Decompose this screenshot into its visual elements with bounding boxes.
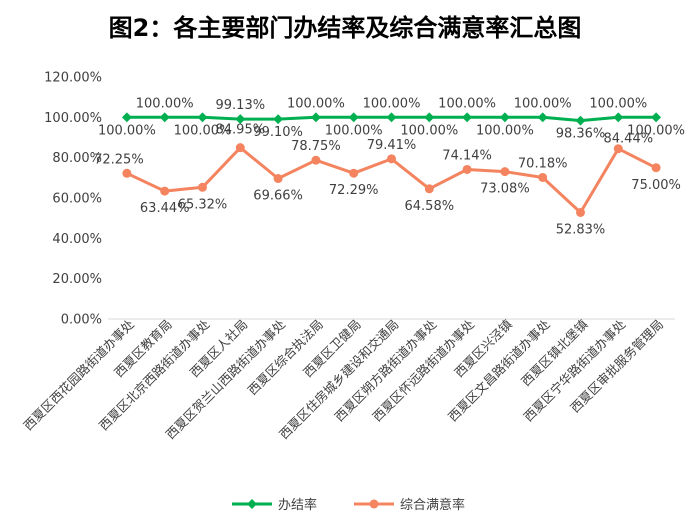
legend: 办结率 综合满意率 xyxy=(232,497,465,513)
satisfaction-rate-label: 52.83% xyxy=(556,222,606,237)
completion-rate-label: 100.00% xyxy=(136,96,194,111)
completion-rate-label: 100.00% xyxy=(400,123,458,138)
completion-rate-point xyxy=(386,112,397,123)
legend-satisfaction-label: 综合满意率 xyxy=(400,497,465,513)
satisfaction-rate-label: 72.29% xyxy=(329,183,379,198)
satisfaction-rate-label: 79.41% xyxy=(367,138,417,153)
satisfaction-rate-point xyxy=(576,207,585,217)
satisfaction-rate-point xyxy=(538,172,548,182)
satisfaction-rate-point xyxy=(160,186,170,196)
data-labels: 100.00% 100.00% 100.00% 99.13% 99.10% 100.00%… xyxy=(94,96,685,237)
completion-rate-point xyxy=(424,112,435,123)
completion-rate-label: 100.00% xyxy=(627,123,685,138)
y-tick-label: 60.00% xyxy=(52,192,102,207)
satisfaction-rate-point xyxy=(613,144,623,154)
y-tick-label: 100.00% xyxy=(44,111,102,126)
y-tick-label: 120.00% xyxy=(44,71,102,86)
satisfaction-rate-label: 78.75% xyxy=(291,139,341,154)
completion-rate-point xyxy=(613,112,624,123)
y-axis-ticks: 0.00% 20.00% 40.00% 60.00% 80.00% 100.00% 120.… xyxy=(44,71,102,328)
satisfaction-rate-point xyxy=(387,154,396,164)
satisfaction-rate-point xyxy=(198,182,207,192)
y-tick-label: 80.00% xyxy=(52,151,102,166)
x-category-label: 西夏区镇北堡镇 xyxy=(518,317,590,389)
satisfaction-rate-label: 69.66% xyxy=(253,189,303,204)
y-tick-label: 40.00% xyxy=(52,232,102,247)
completion-rate-label: 100.00% xyxy=(98,123,156,138)
completion-rate-label: 100.00% xyxy=(476,123,534,138)
completion-rate-label: 98.36% xyxy=(556,127,606,142)
completion-rate-label: 100.00% xyxy=(363,96,421,111)
completion-rate-point xyxy=(235,114,246,125)
satisfaction-rate-label: 75.00% xyxy=(631,178,681,193)
completion-rate-label: 100.00% xyxy=(589,96,647,111)
satisfaction-rate-point xyxy=(273,174,283,184)
satisfaction-rate-point xyxy=(122,168,132,178)
satisfaction-rate-point xyxy=(500,167,510,177)
completion-rate-label: 100.00% xyxy=(174,123,232,138)
legend-completion-label: 办结率 xyxy=(278,497,317,513)
satisfaction-rate-label: 63.44% xyxy=(140,201,190,216)
satisfaction-rate-point xyxy=(349,168,359,178)
completion-rate-label: 99.13% xyxy=(216,98,266,113)
satisfaction-rate-label: 64.58% xyxy=(405,199,455,214)
satisfaction-rate-label: 73.08% xyxy=(480,182,530,197)
series-layer xyxy=(121,112,662,217)
completion-rate-label: 100.00% xyxy=(325,123,383,138)
completion-rate-label: 100.00% xyxy=(287,96,345,111)
satisfaction-rate-label: 70.18% xyxy=(518,156,568,171)
satisfaction-rate-point xyxy=(462,164,472,174)
satisfaction-rate-label: 72.25% xyxy=(94,152,144,167)
completion-rate-point xyxy=(499,112,510,123)
completion-rate-point xyxy=(575,115,586,126)
x-axis-categories: 西夏区西花园路街道办事处西夏区教育局西夏区北京西路街道办事处西夏区人社局西夏区贺… xyxy=(20,316,666,442)
completion-rate-point xyxy=(310,112,321,123)
completion-rate-point xyxy=(651,112,662,123)
completion-rate-point xyxy=(537,112,548,123)
satisfaction-rate-label: 84.95% xyxy=(216,123,266,138)
completion-rate-label: 100.00% xyxy=(514,96,572,111)
y-tick-label: 0.00% xyxy=(61,313,102,328)
completion-rate-label: 100.00% xyxy=(438,96,496,111)
chart-title: 图2：各主要部门办结率及综合满意率汇总图 xyxy=(108,14,582,42)
legend-completion-marker xyxy=(247,499,257,509)
completion-rate-point xyxy=(121,112,132,123)
completion-rate-point xyxy=(462,112,473,123)
completion-rate-point xyxy=(348,112,359,123)
satisfaction-rate-label: 84.44% xyxy=(604,132,654,147)
legend-satisfaction-marker xyxy=(369,499,379,509)
completion-rate-point xyxy=(159,112,170,123)
y-tick-label: 20.00% xyxy=(52,272,102,287)
completion-rate-point xyxy=(197,112,208,123)
completion-rate-label: 99.10% xyxy=(253,125,303,140)
satisfaction-rate-label: 65.32% xyxy=(178,197,228,212)
satisfaction-rate-point xyxy=(235,143,245,153)
satisfaction-rate-point xyxy=(651,163,661,173)
completion-rate-point xyxy=(273,114,284,125)
satisfaction-rate-label: 74.14% xyxy=(442,148,492,163)
satisfaction-rate-point xyxy=(311,155,321,165)
satisfaction-rate-point xyxy=(424,184,434,194)
